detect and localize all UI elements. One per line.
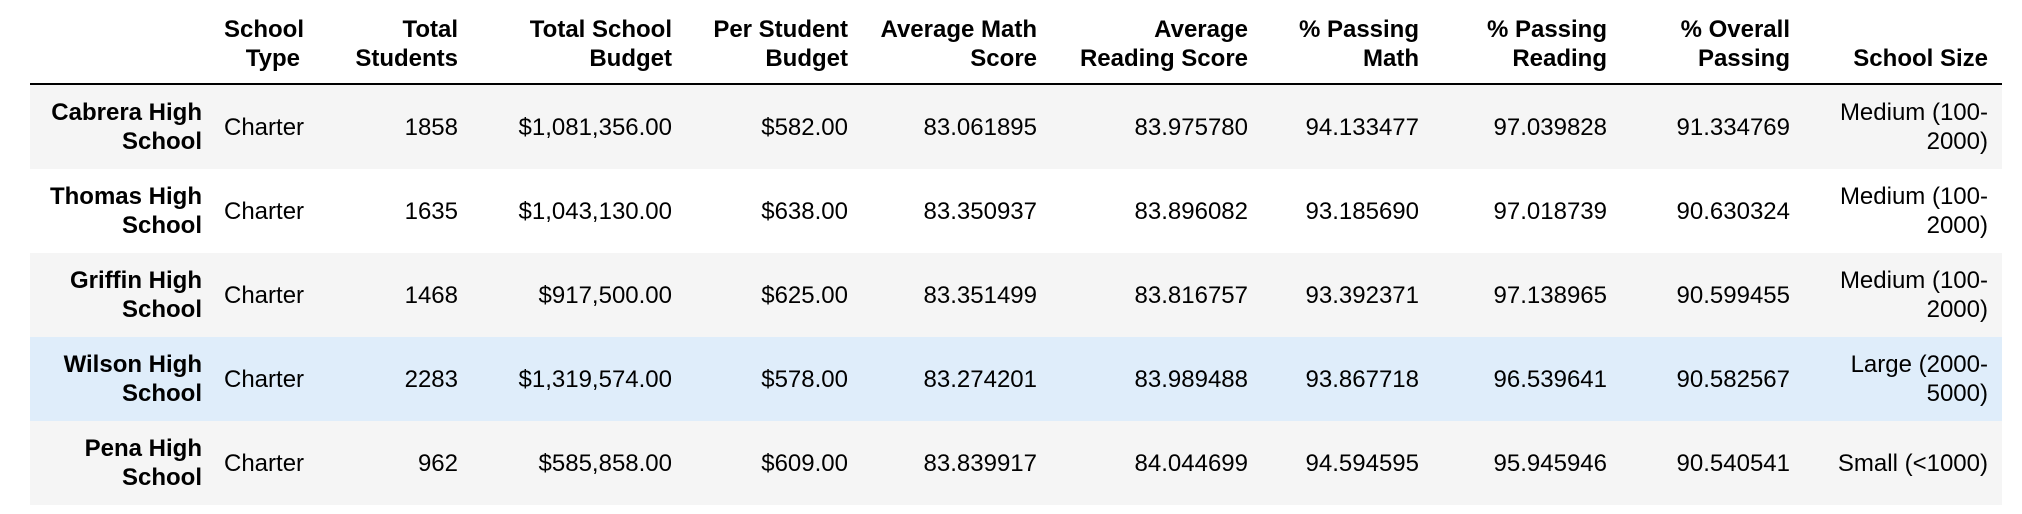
column-header-passing-reading: % Passing Reading: [1433, 0, 1621, 85]
school-summary-table: School Type Total Students Total School …: [30, 0, 2002, 505]
cell-total-school-budget: $1,043,130.00: [518, 197, 672, 225]
cell-passing-math: 93.185690: [1305, 197, 1419, 225]
column-header-passing-math: % Passing Math: [1262, 0, 1433, 85]
cell-per-student-budget: $578.00: [761, 365, 848, 393]
cell-total-students: 2283: [404, 365, 458, 393]
row-school-name: Pena High School: [84, 435, 202, 491]
column-header-total-students: Total Students: [314, 0, 472, 85]
row-school-name: Wilson High School: [63, 351, 202, 407]
cell-total-school-budget: $917,500.00: [538, 281, 672, 309]
cell-passing-reading: 95.945946: [1493, 449, 1607, 477]
table-row-highlighted: Wilson High School Charter 2283 $1,319,5…: [30, 337, 2002, 421]
cell-average-reading-score: 84.044699: [1134, 449, 1248, 477]
cell-average-math-score: 83.839917: [923, 449, 1037, 477]
cell-total-school-budget: $1,319,574.00: [518, 365, 672, 393]
row-school-name: Cabrera High School: [51, 99, 202, 155]
row-school-name: Thomas High School: [49, 183, 202, 239]
cell-overall-passing: 91.334769: [1676, 113, 1790, 141]
cell-passing-reading: 97.138965: [1493, 281, 1607, 309]
cell-school-size: Medium (100-2000): [1839, 183, 1988, 239]
cell-school-type: Charter: [224, 113, 305, 141]
column-header-total-school-budget: Total School Budget: [472, 0, 686, 85]
cell-total-students: 1858: [404, 113, 458, 141]
cell-average-reading-score: 83.816757: [1134, 281, 1248, 309]
cell-overall-passing: 90.599455: [1676, 281, 1790, 309]
column-header-average-math-score: Average Math Score: [862, 0, 1051, 85]
cell-average-math-score: 83.061895: [923, 113, 1037, 141]
column-header-per-student-budget: Per Student Budget: [686, 0, 862, 85]
cell-overall-passing: 90.540541: [1676, 449, 1790, 477]
cell-average-math-score: 83.274201: [923, 365, 1037, 393]
cell-per-student-budget: $609.00: [761, 449, 848, 477]
cell-passing-math: 94.594595: [1305, 449, 1419, 477]
cell-overall-passing: 90.582567: [1676, 365, 1790, 393]
index-header: [30, 0, 216, 85]
cell-passing-reading: 97.039828: [1493, 113, 1607, 141]
dataframe-output: School Type Total Students Total School …: [30, 0, 2002, 505]
cell-total-students: 962: [417, 449, 458, 477]
header-row: School Type Total Students Total School …: [30, 0, 2002, 85]
cell-passing-math: 94.133477: [1305, 113, 1419, 141]
cell-school-type: Charter: [224, 197, 305, 225]
cell-total-school-budget: $585,858.00: [538, 449, 672, 477]
column-header-average-reading-score: Average Reading Score: [1051, 0, 1262, 85]
cell-school-type: Charter: [224, 281, 305, 309]
cell-total-school-budget: $1,081,356.00: [518, 113, 672, 141]
column-header-school-size: School Size: [1804, 0, 2002, 85]
cell-average-reading-score: 83.989488: [1134, 365, 1248, 393]
cell-school-type: Charter: [224, 365, 305, 393]
cell-total-students: 1635: [404, 197, 458, 225]
cell-per-student-budget: $638.00: [761, 197, 848, 225]
cell-average-reading-score: 83.975780: [1134, 113, 1248, 141]
cell-per-student-budget: $625.00: [761, 281, 848, 309]
column-header-overall-passing: % Overall Passing: [1621, 0, 1804, 85]
cell-school-size: Small (<1000): [1837, 449, 1988, 477]
cell-passing-reading: 97.018739: [1493, 197, 1607, 225]
cell-passing-math: 93.867718: [1305, 365, 1419, 393]
table-row: Pena High School Charter 962 $585,858.00…: [30, 421, 2002, 505]
cell-average-reading-score: 83.896082: [1134, 197, 1248, 225]
cell-total-students: 1468: [404, 281, 458, 309]
table-row: Griffin High School Charter 1468 $917,50…: [30, 253, 2002, 337]
cell-average-math-score: 83.350937: [923, 197, 1037, 225]
cell-school-type: Charter: [224, 449, 305, 477]
cell-overall-passing: 90.630324: [1676, 197, 1790, 225]
cell-school-size: Medium (100-2000): [1839, 99, 1988, 155]
table-row: Thomas High School Charter 1635 $1,043,1…: [30, 169, 2002, 253]
cell-passing-math: 93.392371: [1305, 281, 1419, 309]
column-header-school-type: School Type: [216, 0, 314, 85]
cell-passing-reading: 96.539641: [1493, 365, 1607, 393]
cell-per-student-budget: $582.00: [761, 113, 848, 141]
cell-school-size: Large (2000-5000): [1850, 351, 1988, 407]
table-row: Cabrera High School Charter 1858 $1,081,…: [30, 84, 2002, 169]
row-school-name: Griffin High School: [70, 267, 202, 323]
cell-average-math-score: 83.351499: [923, 281, 1037, 309]
cell-school-size: Medium (100-2000): [1839, 267, 1988, 323]
